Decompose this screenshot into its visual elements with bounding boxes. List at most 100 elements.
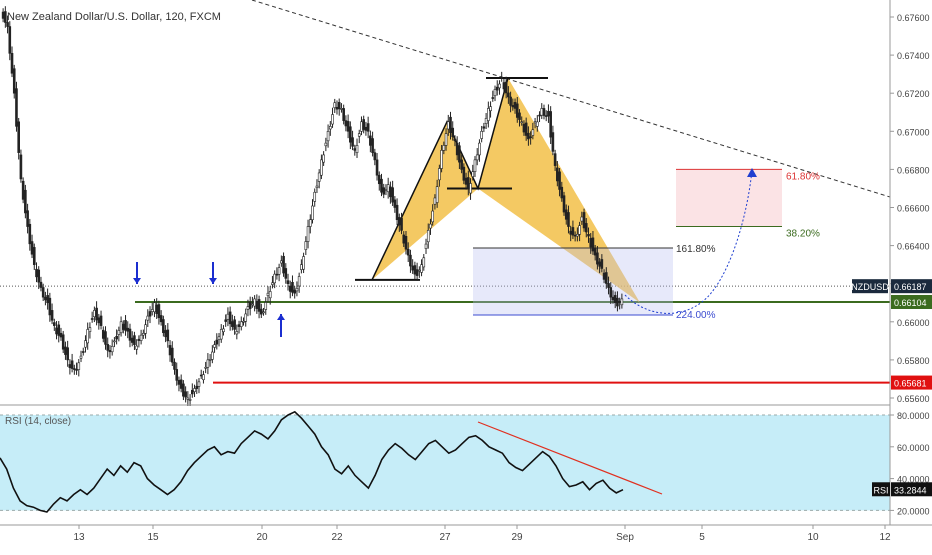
- candle-body: [206, 359, 210, 368]
- candle-body: [308, 219, 312, 227]
- target-box: [676, 169, 782, 227]
- main-pane: 161.80% 224.00% 61.80% 38.20%: [0, 0, 891, 408]
- resistance-trendline: [251, 0, 891, 198]
- time-tick-label: 10: [807, 532, 819, 543]
- candle-body: [4, 11, 7, 23]
- candle-body: [353, 148, 357, 151]
- candle-body: [478, 142, 481, 156]
- candle-body: [431, 210, 434, 223]
- candle-body: [262, 311, 265, 314]
- candle-body: [511, 105, 515, 108]
- candle-body: [487, 108, 490, 121]
- candle-body: [95, 307, 98, 321]
- candle-body: [620, 298, 624, 306]
- price-tag-bg: [891, 375, 932, 390]
- candle-body: [611, 296, 615, 301]
- price-tick-label: 0.67600: [897, 13, 930, 23]
- candle-body: [235, 331, 239, 335]
- price-tick-label: 0.67200: [897, 89, 930, 99]
- candle-body: [19, 154, 23, 180]
- symbol-tag-bg: [852, 279, 888, 294]
- candle-body: [493, 89, 497, 97]
- candle-body: [264, 302, 268, 310]
- candle-body: [173, 361, 176, 370]
- candle-body: [1, 11, 5, 19]
- candle-body: [366, 123, 370, 132]
- candle-body: [53, 322, 56, 326]
- candle-body: [30, 241, 34, 255]
- candle-body: [380, 178, 383, 193]
- candle-body: [502, 82, 506, 90]
- candle-body: [355, 145, 359, 153]
- price-tag-bg: [891, 294, 932, 309]
- rsi-line: [0, 410, 624, 513]
- candle-body: [446, 121, 450, 130]
- candle-body: [520, 121, 524, 124]
- price-tick-label: 0.66000: [897, 318, 930, 328]
- candle-body: [536, 121, 539, 127]
- candle-body: [591, 237, 595, 252]
- rsi-tick-label: 20.0000: [897, 506, 930, 516]
- time-tick-label: 5: [699, 532, 705, 543]
- candle-body: [219, 329, 223, 340]
- candle-body: [415, 269, 419, 276]
- candle-body: [435, 186, 439, 203]
- candle-body: [455, 142, 459, 156]
- candle-body: [273, 273, 276, 284]
- candle-body: [429, 223, 432, 229]
- candle-body: [266, 292, 270, 296]
- candle-body: [119, 321, 123, 334]
- candle-body: [564, 209, 568, 220]
- candle-body: [300, 264, 303, 270]
- candle-body: [533, 121, 537, 124]
- target-upper-label: 61.80%: [786, 171, 820, 182]
- candle-body: [391, 187, 394, 203]
- chart-title: New Zealand Dollar/U.S. Dollar, 120, FXC…: [7, 11, 221, 23]
- candle-body: [371, 138, 374, 153]
- candle-body: [349, 126, 352, 143]
- candle-body: [6, 22, 9, 27]
- candle-body: [237, 324, 241, 327]
- candle-body: [337, 102, 341, 110]
- candle-body: [110, 346, 114, 353]
- candle-body: [605, 272, 608, 284]
- candle-body: [449, 116, 452, 133]
- candle-body: [500, 76, 503, 79]
- candle-body: [384, 189, 388, 191]
- candle-body: [104, 331, 107, 345]
- candle-body: [81, 351, 85, 353]
- candle-body: [135, 345, 138, 350]
- candle-body: [191, 389, 194, 395]
- candle-body: [518, 112, 521, 120]
- candle-body: [404, 236, 408, 250]
- price-tick-label: 0.66600: [897, 204, 930, 214]
- candle-body: [344, 120, 348, 127]
- candle-body: [495, 86, 499, 91]
- candle-body: [596, 252, 599, 265]
- candle-body: [616, 297, 619, 307]
- candle-body: [166, 329, 170, 342]
- candle-body: [271, 282, 274, 285]
- candle-body: [204, 366, 207, 369]
- candle-body: [70, 360, 74, 369]
- candle-body: [32, 247, 36, 265]
- candle-body: [286, 280, 290, 285]
- candle-body: [217, 336, 221, 340]
- candle-body: [326, 131, 330, 142]
- rsi-pane: [0, 404, 890, 525]
- candle-body: [576, 233, 579, 237]
- candle-body: [117, 330, 121, 335]
- candle-body: [228, 311, 232, 325]
- candle-body: [184, 391, 187, 398]
- candle-body: [64, 346, 67, 355]
- candle-body: [469, 183, 472, 194]
- candle-body: [460, 159, 463, 170]
- rsi-tag-label-bg: [872, 482, 890, 497]
- candle-body: [382, 187, 386, 195]
- candle-body: [280, 260, 283, 264]
- candle-body: [398, 217, 401, 226]
- candle-body: [148, 311, 152, 317]
- candle-body: [99, 315, 103, 326]
- candle-body: [411, 265, 414, 271]
- price-tick-label: 0.65800: [897, 356, 930, 366]
